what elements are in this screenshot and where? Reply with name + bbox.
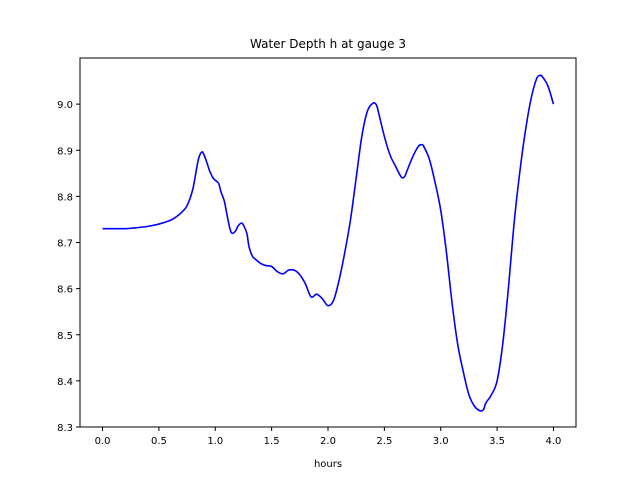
y-tick-label: 8.4: [57, 377, 73, 388]
x-tick-label: 3.0: [433, 436, 449, 447]
x-tick-label: 1.0: [207, 436, 223, 447]
y-tick-label: 8.6: [57, 285, 73, 296]
x-tick-label: 0.5: [151, 436, 167, 447]
y-axis: 8.3 8.4 8.5 8.6 8.7 8.8 8.9 9.0: [57, 100, 80, 434]
plot-frame: [79, 57, 577, 428]
x-tick-label: 4.0: [546, 436, 562, 447]
x-tick-label: 3.5: [489, 436, 505, 447]
x-tick-label: 2.0: [320, 436, 336, 447]
y-tick-label: 8.5: [57, 331, 73, 342]
y-tick-label: 8.7: [57, 239, 73, 250]
x-tick-label: 2.5: [376, 436, 392, 447]
y-tick-label: 9.0: [57, 100, 73, 111]
x-tick-label: 1.5: [264, 436, 280, 447]
series-line: [102, 74, 555, 412]
plot-border: [79, 57, 577, 428]
x-axis: 0.0 0.5 1.0 1.5 2.0 2.5 3.0 3.5 4.0: [95, 427, 562, 447]
y-tick-label: 8.9: [57, 146, 73, 157]
chart-title: Water Depth h at gauge 3: [250, 37, 406, 51]
y-tick-label: 8.3: [57, 423, 73, 434]
series-group: [102, 74, 555, 412]
y-tick-label: 8.8: [57, 192, 73, 203]
x-axis-title: hours: [314, 459, 342, 470]
x-tick-label: 0.0: [95, 436, 111, 447]
